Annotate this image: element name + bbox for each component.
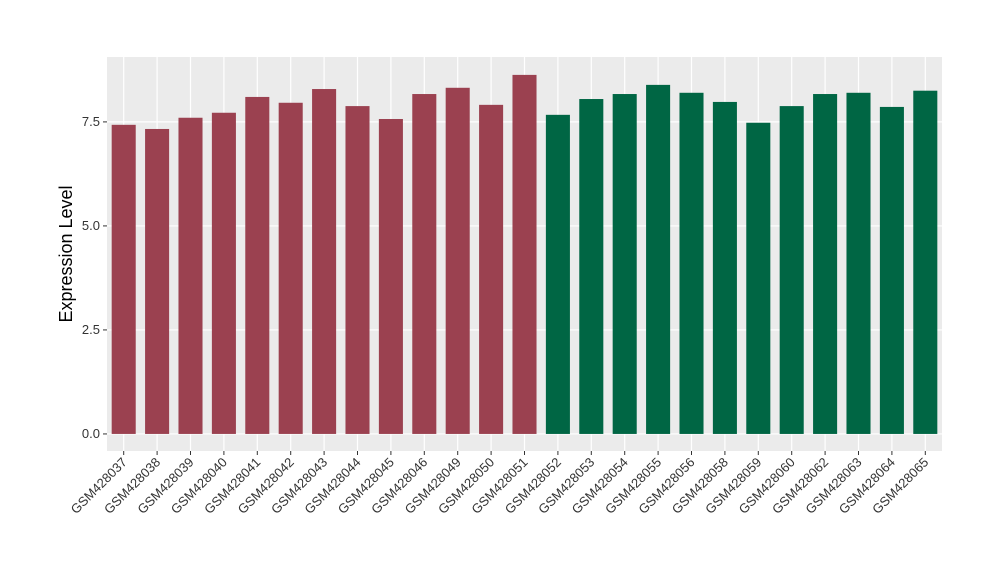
- bar: [779, 106, 804, 434]
- bar: [211, 112, 236, 434]
- bar: [712, 101, 737, 434]
- y-tick-label: 7.5: [82, 114, 100, 129]
- bar: [412, 94, 437, 434]
- bar: [846, 92, 871, 434]
- bar: [913, 90, 938, 434]
- bar: [579, 99, 604, 434]
- bar: [178, 117, 203, 434]
- bar: [145, 128, 170, 434]
- bar: [545, 114, 570, 434]
- bar: [312, 89, 337, 434]
- bar: [278, 102, 303, 434]
- bar: [378, 118, 403, 434]
- y-axis-label: Expression Level: [56, 185, 76, 322]
- bar: [111, 124, 136, 434]
- bar: [512, 74, 537, 434]
- y-tick-label: 2.5: [82, 322, 100, 337]
- bar: [679, 92, 704, 434]
- bar: [245, 96, 270, 434]
- bar: [813, 94, 838, 434]
- bar: [479, 104, 504, 434]
- y-tick-label: 0.0: [82, 426, 100, 441]
- y-tick-label: 5.0: [82, 218, 100, 233]
- bar: [879, 106, 904, 434]
- bar: [612, 94, 637, 434]
- bar: [646, 84, 671, 434]
- bar: [345, 106, 370, 434]
- bar: [746, 122, 771, 434]
- bar: [445, 87, 470, 434]
